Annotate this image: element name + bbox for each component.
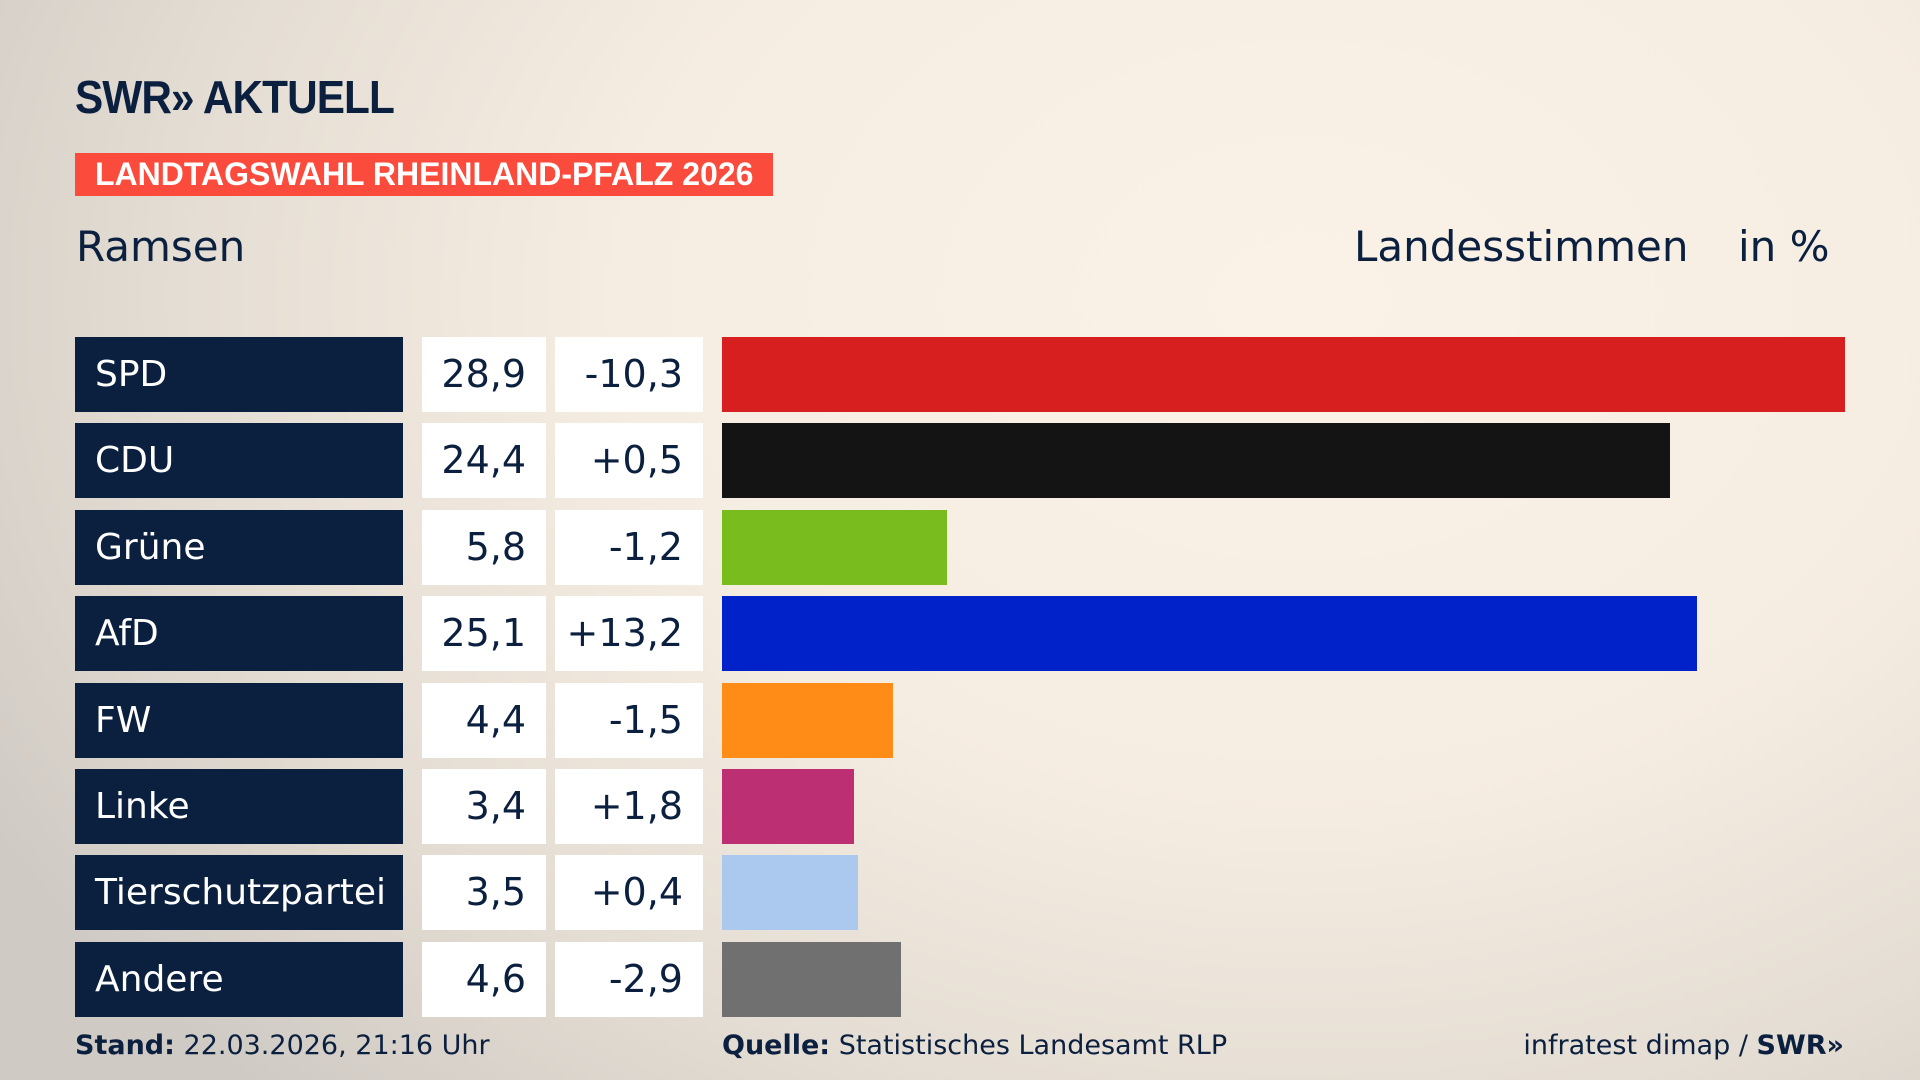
quelle-label: Quelle: <box>722 1030 831 1061</box>
party-name: Andere <box>75 941 403 1017</box>
party-bar <box>722 423 1671 499</box>
credit: infratest dimap / SWR» <box>1523 1030 1844 1061</box>
party-name: Tierschutzpartei <box>75 855 403 931</box>
party-bar <box>722 596 1698 672</box>
party-value: 28,9 <box>422 337 546 412</box>
measure-label: Landesstimmen <box>1354 222 1689 271</box>
party-diff: +13,2 <box>555 596 703 672</box>
party-diff: -2,9 <box>555 941 703 1017</box>
credit-text: infratest dimap / <box>1523 1030 1748 1061</box>
party-bar <box>722 337 1846 412</box>
party-value: 4,6 <box>422 941 546 1017</box>
party-value: 3,5 <box>422 855 546 931</box>
party-diff: -10,3 <box>555 337 703 412</box>
party-value: 5,8 <box>422 509 546 585</box>
party-bar <box>722 769 855 844</box>
party-value: 24,4 <box>422 423 546 499</box>
stand: Stand: 22.03.2026, 21:16 Uhr <box>75 1030 490 1061</box>
party-bar <box>722 855 858 931</box>
election-banner: LANDTAGSWAHL RHEINLAND-PFALZ 2026 <box>75 153 774 196</box>
party-value: 25,1 <box>422 596 546 672</box>
party-bar <box>722 941 901 1017</box>
quelle-value: Statistisches Landesamt RLP <box>838 1030 1228 1061</box>
party-name: AfD <box>75 596 403 672</box>
party-value: 3,4 <box>422 769 546 844</box>
party-bar <box>722 509 948 585</box>
quelle: Quelle: Statistisches Landesamt RLP <box>722 1030 1227 1061</box>
stand-label: Stand: <box>75 1030 175 1061</box>
party-diff: +0,4 <box>555 855 703 931</box>
party-diff: +0,5 <box>555 423 703 499</box>
party-bar <box>722 682 893 758</box>
party-name: Grüne <box>75 509 403 585</box>
party-name: CDU <box>75 423 403 499</box>
party-name: FW <box>75 682 403 758</box>
swr-aktuell-logo: SWR» AKTUELL <box>75 71 395 123</box>
place-title: Ramsen <box>76 222 246 271</box>
party-diff: -1,2 <box>555 509 703 585</box>
stand-value: 22.03.2026, 21:16 Uhr <box>183 1030 490 1061</box>
swr-small-logo: SWR» <box>1756 1030 1844 1061</box>
party-name: Linke <box>75 769 403 844</box>
party-diff: -1,5 <box>555 682 703 758</box>
party-diff: +1,8 <box>555 769 703 844</box>
party-name: SPD <box>75 337 403 412</box>
party-value: 4,4 <box>422 682 546 758</box>
unit-label: in % <box>1738 222 1830 271</box>
